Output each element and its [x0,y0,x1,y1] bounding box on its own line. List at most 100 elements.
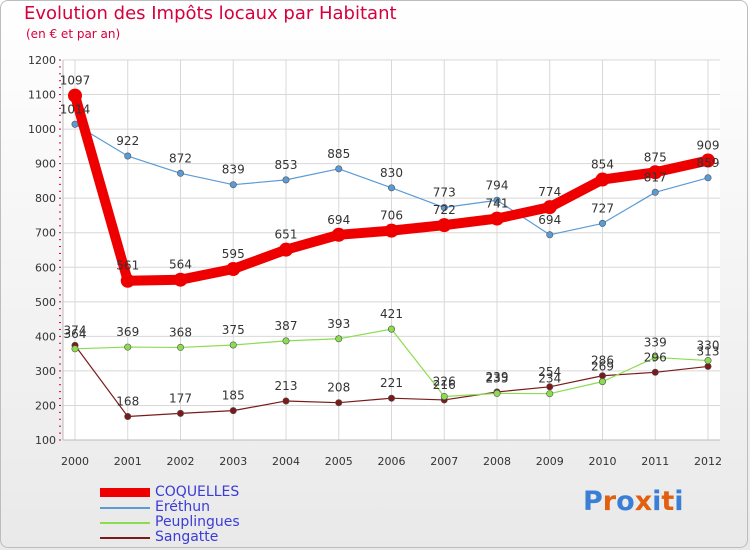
data-point [331,227,346,242]
data-label: 774 [538,185,561,199]
legend-swatch [100,536,150,539]
data-label: 564 [169,258,192,272]
data-label: 651 [275,228,298,242]
data-label: 339 [644,335,667,349]
data-point [651,368,659,376]
x-tick-label: 2007 [430,455,458,468]
data-point [387,325,395,333]
data-point [651,353,659,361]
data-point [335,335,343,343]
y-tick-label: 700 [35,227,56,240]
y-tick-label: 1100 [28,89,56,102]
data-point [440,204,448,212]
data-point [226,262,241,276]
data-label: 773 [433,186,456,200]
data-label: 375 [222,323,245,337]
data-point [384,223,399,238]
logo-letter: t [661,486,675,517]
data-label: 393 [327,317,350,331]
data-point [546,231,554,239]
data-label: 794 [486,178,509,192]
x-tick-label: 2008 [483,455,511,468]
data-point [120,273,135,288]
x-tick-label: 2003 [219,455,247,468]
y-tick-label: 800 [35,192,56,205]
y-tick-label: 1200 [28,54,56,67]
data-label: 185 [222,389,245,403]
data-label: 694 [538,213,561,227]
data-label: 221 [380,376,403,390]
data-label: 254 [538,365,561,379]
x-tick-label: 2009 [536,455,564,468]
x-tick-label: 2012 [694,455,722,468]
data-point [598,378,606,386]
data-label: 817 [644,170,667,184]
data-point [124,152,132,160]
data-point [437,218,452,233]
data-point [177,409,185,417]
data-label: 727 [591,201,614,215]
data-label: 1014 [60,102,91,116]
data-point [704,357,712,365]
data-point [177,169,185,177]
data-point [493,196,501,204]
data-label: 694 [327,213,350,227]
data-label: 421 [380,307,403,321]
data-point [335,165,343,173]
data-label: 706 [380,209,403,223]
y-tick-label: 100 [35,434,56,447]
data-label: 595 [222,247,245,261]
data-point [229,407,237,415]
data-point [387,394,395,402]
data-point [173,272,188,287]
data-point [546,390,554,398]
data-point [648,165,663,180]
logo-letter: P [583,486,603,517]
x-tick-label: 2001 [114,455,142,468]
data-label: 168 [116,395,139,409]
data-point [542,200,557,215]
data-point [595,172,610,187]
data-label: 286 [591,354,614,368]
y-tick-label: 1000 [28,123,56,136]
data-point [279,242,293,257]
data-point [493,389,501,397]
chart-subtitle: (en € et par an) [26,27,121,41]
data-label: 213 [275,379,298,393]
logo-letter: r [602,486,617,517]
data-label: 854 [591,158,614,172]
logo-letter: i [674,486,684,517]
data-point [177,343,185,351]
y-tick-label: 500 [35,296,56,309]
data-point [71,345,79,353]
data-point [704,174,712,182]
data-label: 875 [644,150,667,164]
data-label: 216 [433,378,456,392]
logo-letter: x [634,486,653,517]
y-tick-label: 200 [35,399,56,412]
data-label: 741 [486,197,509,211]
legend-label: Peuplingues [155,514,240,530]
data-point [546,383,554,391]
x-tick-label: 2002 [167,455,195,468]
logo-letter: i [652,486,662,517]
data-label: 369 [116,325,139,339]
data-point [124,413,132,421]
data-label: 853 [275,158,298,172]
data-label: 909 [697,139,720,153]
data-label: 269 [591,360,614,374]
y-tick-label: 600 [35,261,56,274]
legend-label: COQUELLES [155,484,240,500]
y-tick-label: 400 [35,330,56,343]
data-point [704,362,712,370]
data-label: 368 [169,325,192,339]
x-tick-label: 2000 [61,455,89,468]
data-point [282,176,290,184]
legend-swatch [100,488,150,497]
data-label: 364 [64,327,87,341]
data-point [651,188,659,196]
data-point [701,153,715,168]
data-label: 330 [697,339,720,353]
